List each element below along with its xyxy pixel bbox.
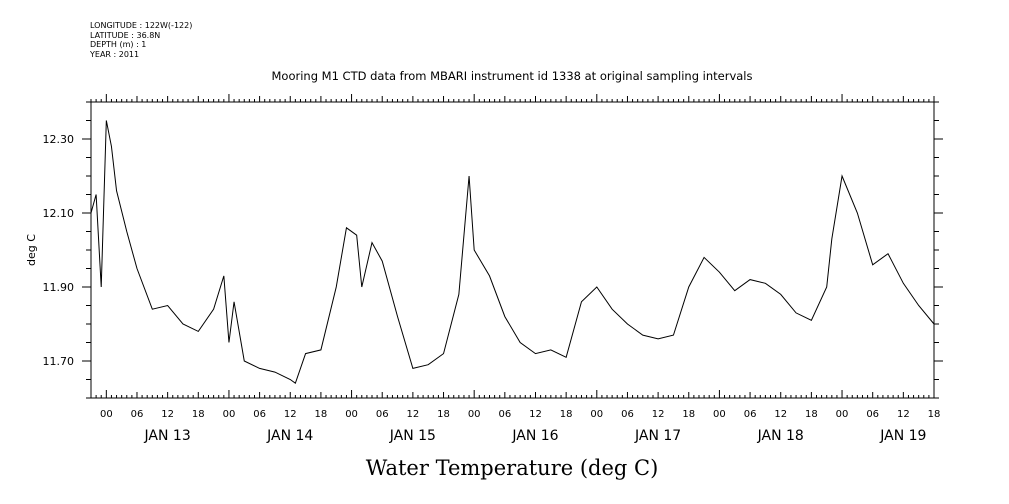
x-day-label: JAN 16 (511, 428, 558, 444)
x-hour-label: 12 (652, 409, 665, 420)
x-day-label: JAN 17 (634, 428, 681, 444)
longitude-text: LONGITUDE : 122W(-122) (90, 21, 193, 30)
y-tick-label: 12.30 (43, 133, 75, 146)
latitude-text: LATITUDE : 36.8N (90, 30, 161, 40)
y-tick-labels: 12.30 12.10 11.90 11.70 (43, 133, 75, 368)
mooring-metadata: LONGITUDE : 122W(-122) LATITUDE : 36.8N … (90, 21, 192, 59)
x-hour-label: 18 (315, 409, 328, 420)
x-hour-label: 18 (805, 409, 818, 420)
x-hour-label: 00 (468, 409, 481, 420)
x-day-label: JAN 14 (266, 428, 313, 444)
x-hour-label: 06 (621, 409, 634, 420)
x-day-label: JAN 18 (757, 428, 804, 444)
x-hour-label: 00 (836, 409, 849, 420)
x-day-label: JAN 15 (389, 428, 436, 444)
axis-ticks (82, 94, 943, 399)
x-day-label: JAN 13 (144, 428, 191, 444)
x-hour-label: 00 (223, 409, 236, 420)
x-day-label: JAN 19 (879, 428, 926, 444)
x-hour-label: 12 (161, 409, 174, 420)
x-hour-label: 18 (682, 409, 695, 420)
x-hour-label: 00 (713, 409, 726, 420)
x-hour-label: 12 (774, 409, 787, 420)
x-hour-label: 18 (437, 409, 450, 420)
x-hour-label: 18 (928, 409, 941, 420)
x-hour-label: 06 (744, 409, 757, 420)
x-tick-labels: 00 06 12 18 00 06 12 18 00 06 12 18 00 06 12 18 00 06 12 18… (100, 409, 940, 444)
x-hour-label: 12 (529, 409, 542, 420)
x-hour-label: 06 (131, 409, 144, 420)
y-tick-label: 11.90 (43, 281, 75, 294)
y-tick-label: 12.10 (43, 207, 75, 220)
x-hour-label: 00 (590, 409, 603, 420)
x-hour-label: 12 (284, 409, 297, 420)
y-tick-label: 11.70 (43, 355, 75, 368)
temperature-series-line (90, 120, 935, 385)
x-hour-label: 18 (192, 409, 205, 420)
bottom-title: Water Temperature (deg C) (366, 456, 659, 480)
x-hour-label: 18 (560, 409, 573, 420)
chart-title: Mooring M1 CTD data from MBARI instrumen… (272, 69, 753, 83)
x-hour-label: 00 (100, 409, 113, 420)
plot-frame (90, 101, 935, 399)
x-hour-label: 12 (897, 409, 910, 420)
x-hour-label: 06 (376, 409, 389, 420)
year-text: YEAR : 2011 (90, 49, 140, 59)
x-hour-label: 06 (253, 409, 266, 420)
x-hour-label: 06 (866, 409, 879, 420)
y-axis-label: deg C (25, 234, 38, 266)
x-hour-label: 00 (345, 409, 358, 420)
x-hour-label: 06 (498, 409, 511, 420)
depth-text: DEPTH (m) : 1 (90, 40, 147, 49)
x-hour-label: 12 (407, 409, 420, 420)
